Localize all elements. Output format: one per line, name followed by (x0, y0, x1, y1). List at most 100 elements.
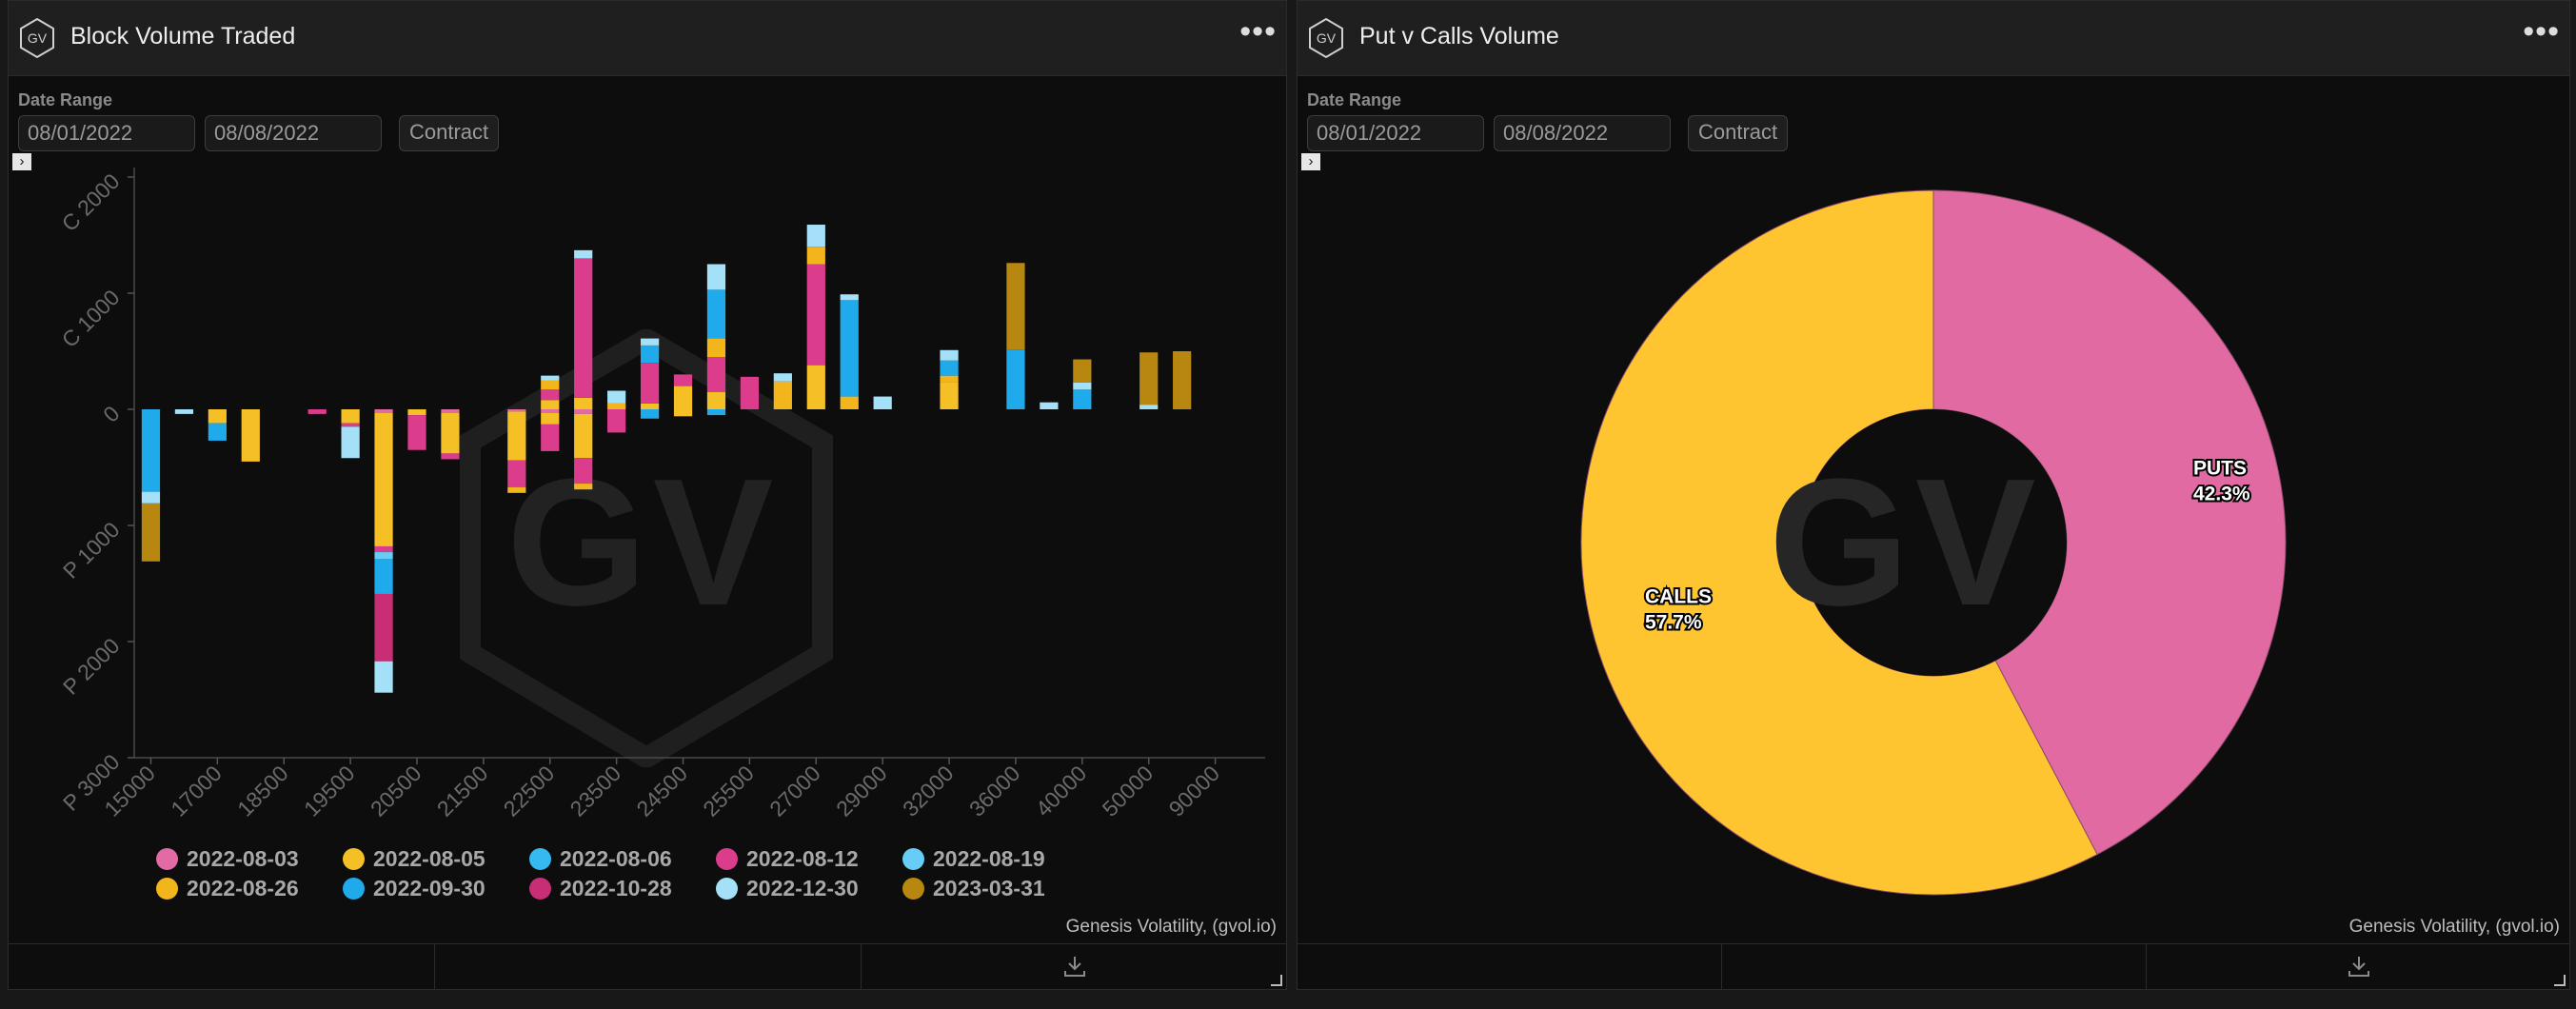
bar-segment-put[interactable] (574, 484, 593, 490)
bar-segment-call[interactable] (706, 264, 726, 290)
bar-segment-call[interactable] (1006, 349, 1025, 409)
resize-handle-icon[interactable] (1271, 975, 1282, 986)
bar-segment-call[interactable] (706, 357, 726, 392)
bar-segment-call[interactable] (574, 258, 593, 398)
bar-segment-put[interactable] (374, 409, 393, 413)
bar-segment-call[interactable] (607, 390, 626, 404)
bar-segment-call[interactable] (773, 373, 792, 382)
contract-button[interactable]: Contract (1688, 115, 1789, 151)
bar-segment-call[interactable] (574, 249, 593, 259)
bar-segment-call[interactable] (806, 365, 825, 409)
bar-segment-call[interactable] (940, 360, 959, 376)
bar-segment-put[interactable] (706, 409, 726, 416)
bar-segment-put[interactable] (374, 552, 393, 560)
bar-segment-call[interactable] (840, 396, 859, 409)
legend-item[interactable]: 2022-10-28 (529, 876, 672, 901)
bar-segment-call[interactable] (940, 382, 959, 409)
bar-segment-call[interactable] (673, 374, 693, 386)
legend-item[interactable]: 2022-08-03 (156, 846, 299, 872)
bar-segment-call[interactable] (673, 386, 693, 409)
bar-segment-call[interactable] (640, 363, 660, 404)
bar-segment-put[interactable] (507, 409, 526, 412)
bar-segment-call[interactable] (541, 389, 560, 401)
contract-button[interactable]: Contract (399, 115, 500, 151)
bar-segment-put[interactable] (374, 593, 393, 662)
bar-segment-call[interactable] (806, 264, 825, 366)
bar-segment-call[interactable] (640, 403, 660, 409)
bar-segment-put[interactable] (441, 412, 460, 454)
legend-item[interactable]: 2022-08-12 (716, 846, 859, 872)
bar-segment-call[interactable] (706, 338, 726, 358)
bar-segment-put[interactable] (341, 426, 360, 459)
bar-segment-put[interactable] (673, 409, 693, 417)
chevron-right-icon[interactable]: › (1301, 153, 1320, 170)
bar-segment-put[interactable] (307, 409, 327, 414)
bar-segment-put[interactable] (574, 413, 593, 459)
bar-segment-put[interactable] (607, 409, 626, 433)
end-date-input[interactable] (205, 115, 382, 151)
bar-segment-put[interactable] (640, 409, 660, 419)
bar-segment-call[interactable] (806, 247, 825, 265)
bar-segment-put[interactable] (341, 409, 360, 424)
bar-segment-put[interactable] (141, 503, 161, 562)
legend-item[interactable]: 2022-08-06 (529, 846, 672, 872)
legend-item[interactable]: 2022-09-30 (343, 876, 485, 901)
bar-segment-call[interactable] (873, 396, 892, 409)
legend-item[interactable]: 2022-12-30 (716, 876, 859, 901)
bar-segment-call[interactable] (940, 349, 959, 361)
bar-segment-call[interactable] (640, 338, 660, 346)
bar-segment-call[interactable] (840, 294, 859, 301)
chevron-right-icon[interactable]: › (12, 153, 31, 170)
bar-segment-call[interactable] (1173, 351, 1192, 409)
legend-item[interactable]: 2022-08-05 (343, 846, 485, 872)
bar-segment-put[interactable] (407, 415, 426, 450)
bar-segment-call[interactable] (1073, 382, 1092, 390)
bar-segment-put[interactable] (208, 409, 227, 424)
bar-segment-call[interactable] (1139, 405, 1159, 409)
bar-segment-put[interactable] (507, 460, 526, 487)
bar-segment-put[interactable] (441, 409, 460, 413)
bar-segment-put[interactable] (541, 424, 560, 451)
bar-segment-put[interactable] (374, 661, 393, 693)
bar-segment-call[interactable] (640, 345, 660, 364)
bar-segment-call[interactable] (806, 225, 825, 247)
bar-segment-call[interactable] (541, 375, 560, 381)
download-icon[interactable] (2347, 954, 2371, 979)
bar-segment-call[interactable] (706, 289, 726, 339)
bar-segment-put[interactable] (141, 409, 161, 492)
bar-segment-put[interactable] (441, 453, 460, 460)
bar-segment-call[interactable] (1139, 352, 1159, 406)
resize-handle-icon[interactable] (2554, 975, 2566, 986)
bar-segment-call[interactable] (1040, 402, 1059, 409)
bar-segment-call[interactable] (607, 403, 626, 409)
bar-segment-put[interactable] (374, 559, 393, 594)
bar-segment-put[interactable] (341, 423, 360, 427)
bar-segment-call[interactable] (773, 381, 792, 409)
download-icon[interactable] (1062, 954, 1087, 979)
bar-segment-put[interactable] (374, 545, 393, 553)
legend-item[interactable]: 2022-08-26 (156, 876, 299, 901)
bar-segment-put[interactable] (541, 412, 560, 425)
bar-segment-call[interactable] (1073, 359, 1092, 383)
bar-segment-put[interactable] (407, 409, 426, 416)
bar-segment-call[interactable] (740, 376, 760, 409)
bar-segment-call[interactable] (706, 391, 726, 409)
bar-segment-put[interactable] (374, 412, 393, 546)
bar-segment-call[interactable] (940, 375, 959, 383)
bar-segment-put[interactable] (574, 458, 593, 485)
bar-segment-call[interactable] (541, 400, 560, 409)
bar-segment-put[interactable] (507, 486, 526, 493)
bar-segment-put[interactable] (241, 409, 260, 462)
bar-segment-put[interactable] (208, 423, 227, 441)
bar-segment-call[interactable] (1006, 263, 1025, 350)
bar-segment-put[interactable] (174, 409, 194, 414)
end-date-input[interactable] (1494, 115, 1671, 151)
start-date-input[interactable] (1307, 115, 1484, 151)
legend-item[interactable]: 2022-08-19 (902, 846, 1045, 872)
bar-segment-call[interactable] (574, 397, 593, 409)
bar-segment-put[interactable] (541, 409, 560, 413)
bar-segment-call[interactable] (1073, 389, 1092, 409)
bar-segment-call[interactable] (541, 380, 560, 390)
bar-segment-put[interactable] (574, 409, 593, 414)
bar-segment-call[interactable] (840, 300, 859, 397)
